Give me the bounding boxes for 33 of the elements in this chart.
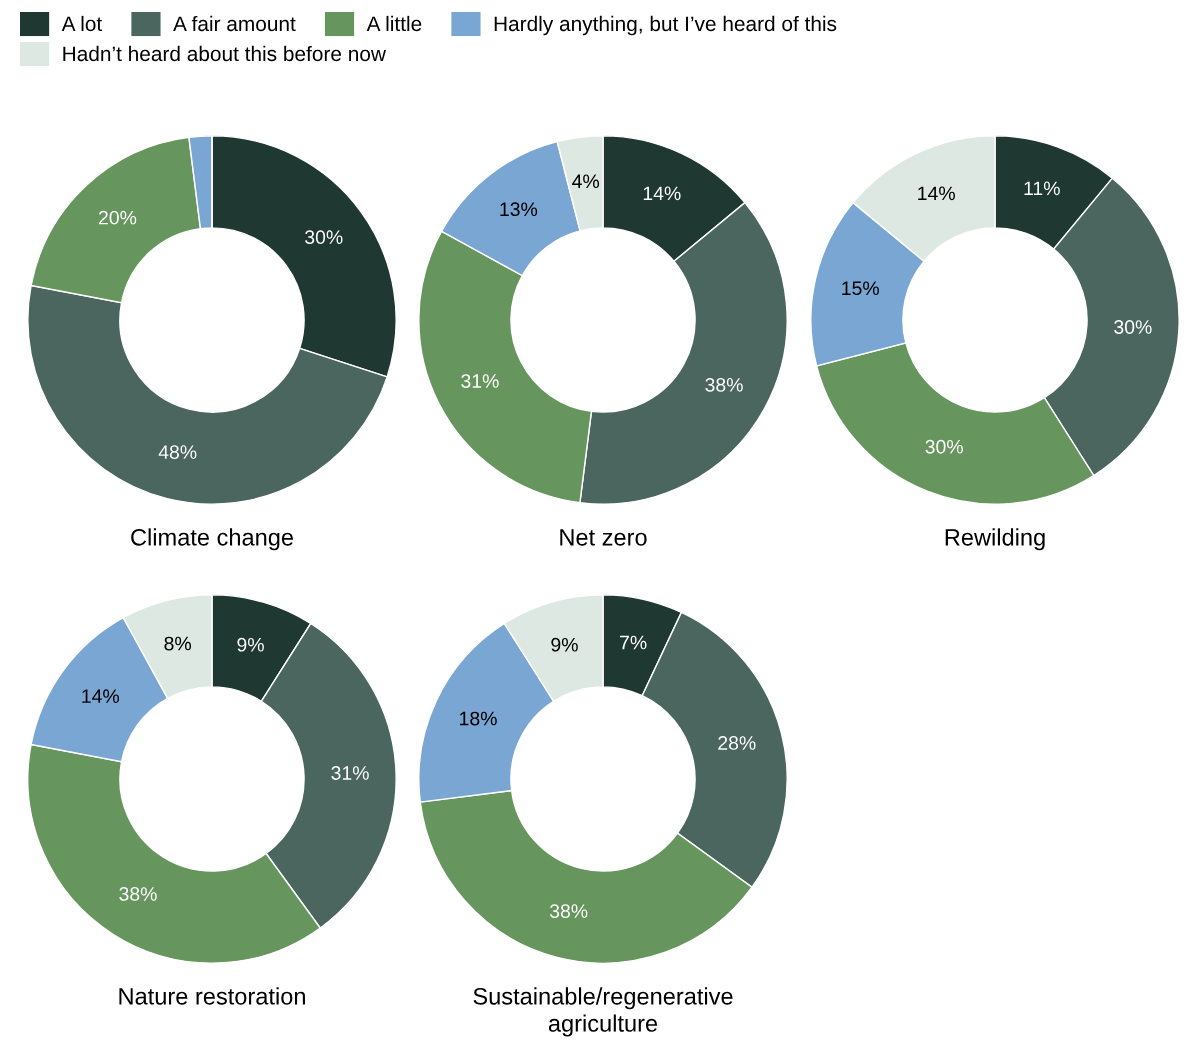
data-label: 38%: [549, 904, 588, 918]
data-label: 18%: [460, 711, 497, 726]
slice-label: Rewilding: [945, 528, 1045, 551]
slice-label: Net zero: [560, 529, 647, 546]
data-label: 14%: [82, 689, 120, 703]
data-label: 31%: [461, 374, 499, 388]
data-label: 14%: [643, 186, 681, 201]
legend-label: A little: [366, 15, 422, 32]
data-label: 30%: [925, 439, 963, 454]
legend-label: Hadn’t heard about this before now: [63, 45, 387, 62]
data-label: 30%: [305, 230, 343, 245]
legend-label: A lot: [61, 15, 103, 32]
legend-label: A fair amount: [173, 15, 296, 32]
data-label: 14%: [918, 186, 955, 201]
data-label: 48%: [158, 445, 197, 459]
data-label: 30%: [1114, 320, 1152, 334]
data-label: 15%: [842, 281, 879, 296]
data-label: 7%: [620, 635, 647, 650]
data-label: 9%: [237, 637, 264, 652]
slice-label: Nature restoration: [119, 987, 305, 1005]
data-label: 8%: [164, 636, 192, 651]
slice-label: Climate change: [131, 528, 293, 551]
data-label: 38%: [119, 887, 157, 901]
data-label: 28%: [718, 736, 756, 750]
data-label: 11%: [1024, 181, 1060, 196]
data-label: 13%: [500, 202, 538, 217]
data-label: 38%: [705, 377, 743, 392]
data-label: 31%: [331, 766, 369, 780]
data-label: 4%: [572, 174, 600, 189]
data-label: 9%: [551, 637, 578, 652]
data-label: 20%: [98, 210, 137, 225]
legend-label: Hardly anything, but I’ve heard of this: [494, 15, 837, 36]
slice-label: Sustainable/regenerative agriculture: [473, 987, 733, 1037]
